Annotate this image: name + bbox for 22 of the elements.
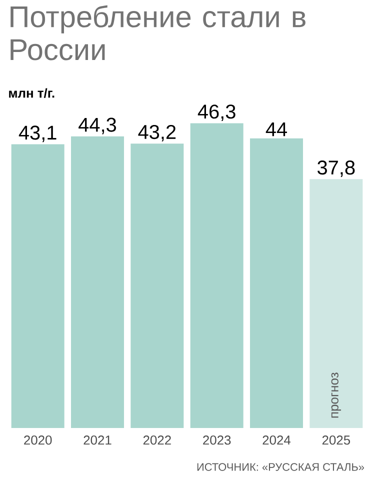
data-label: 37,8 bbox=[318, 160, 355, 177]
x-tick-label: 2025 bbox=[322, 436, 350, 445]
x-tick-label: 2022 bbox=[143, 436, 171, 445]
data-label: 43,2 bbox=[138, 124, 176, 142]
x-tick-label: 2021 bbox=[84, 436, 112, 445]
bar bbox=[190, 123, 244, 428]
data-label: 44 bbox=[266, 122, 287, 136]
bar bbox=[310, 179, 363, 428]
bar bbox=[71, 136, 124, 428]
chart-title: Потребление стали в России bbox=[10, 5, 306, 60]
x-tick-label: 2020 bbox=[24, 436, 52, 445]
text: ИСТОЧНИК: «РУССКАЯ СТАЛЬ» bbox=[197, 463, 364, 471]
x-tick-label: 2023 bbox=[203, 436, 231, 445]
data-label: 43,1 bbox=[18, 126, 56, 142]
x-tick-label: 2024 bbox=[262, 436, 291, 445]
annotation: прогноз bbox=[331, 372, 341, 418]
bar bbox=[250, 138, 303, 428]
bar bbox=[130, 144, 184, 428]
data-label: 44,3 bbox=[78, 118, 116, 134]
data-label: 46,3 bbox=[198, 104, 236, 122]
chart-subtitle: млн т/г. bbox=[9, 88, 54, 98]
bar bbox=[11, 144, 64, 428]
